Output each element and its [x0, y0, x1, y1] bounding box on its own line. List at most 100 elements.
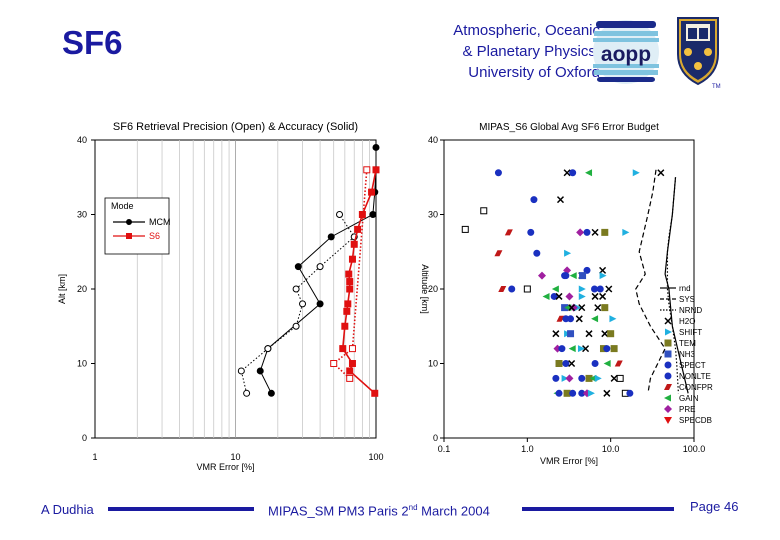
data-point [358, 211, 366, 218]
y-tick-label: 20 [77, 284, 87, 294]
y-tick-label: 0 [82, 433, 87, 443]
x-tick-label: 1 [92, 452, 97, 462]
x-axis-label: VMR Error [%] [540, 456, 598, 466]
data-point [256, 367, 264, 375]
budget-point-confpr [614, 360, 623, 367]
data-point [348, 360, 356, 367]
budget-point-h2o [555, 292, 563, 300]
legend-label: PRE [679, 405, 695, 414]
y-tick-label: 30 [428, 210, 438, 220]
budget-point-nonlte [591, 285, 599, 293]
y-tick-label: 40 [77, 135, 87, 145]
data-point [368, 188, 376, 196]
budget-point-pre [565, 374, 574, 383]
budget-point-pre [576, 228, 585, 237]
budget-point-shift [609, 315, 617, 323]
legend-label: SHIFT [679, 328, 702, 337]
budget-point-gain [585, 169, 593, 177]
budget-point-shift [577, 345, 585, 353]
legend-marker [664, 350, 672, 358]
budget-point-spect [530, 196, 538, 204]
budget-point-h2o [594, 304, 602, 312]
legend-label: NH3 [679, 350, 696, 359]
legend-marker [664, 405, 672, 413]
footer-author: A Dudhia [41, 502, 94, 517]
budget-point-shift [578, 292, 586, 300]
legend-marker [664, 384, 672, 390]
budget-point-h2o [603, 389, 611, 397]
budget-point-gain [568, 345, 576, 353]
budget-point-gain [551, 285, 559, 293]
institution-block: Atmospheric, Oceanic & Planetary Physics… [400, 20, 600, 83]
budget-point-pre [565, 292, 574, 301]
budget-point-shift [599, 272, 607, 280]
series-line-2 [341, 169, 377, 394]
footer-page-number: Page 46 [690, 499, 739, 514]
accuracy-precision-chart: 1 10 100 0 10 20 30 40 SF6 Retrieval Precision (… [57, 121, 384, 472]
budget-point-spect [550, 292, 558, 300]
budget-point-nrnd [616, 374, 624, 382]
budget-point-h2o [563, 169, 571, 177]
budget-point-gain [603, 360, 611, 367]
legend-label: CONFPR [679, 383, 713, 392]
data-point [292, 322, 300, 330]
budget-point-sys [599, 292, 607, 300]
budget-point-shift [622, 228, 630, 236]
budget-point-tem [601, 228, 609, 236]
plot-frame [443, 139, 695, 439]
budget-point-pre [569, 303, 578, 312]
budget-point-h2o [585, 330, 593, 338]
legend-marker [664, 372, 672, 380]
budget-point-h2o [582, 345, 590, 353]
budget-point-spect [596, 285, 604, 293]
budget-point-nonlte [567, 315, 575, 323]
budget-point-nonlte [569, 169, 577, 177]
budget-point-tem [601, 304, 609, 312]
data-point [294, 263, 302, 271]
budget-point-gain [569, 272, 577, 280]
data-point [341, 322, 349, 330]
y-tick-label: 20 [428, 284, 438, 294]
legend-marker [664, 394, 671, 402]
footer-event-prefix: MIPAS_SM PM3 Paris 2 [268, 503, 409, 519]
data-point [243, 389, 251, 397]
data-point [292, 285, 300, 293]
data-point [346, 374, 354, 382]
legend-marker [664, 361, 672, 369]
budget-point-nonlte [583, 266, 591, 274]
data-point [316, 263, 324, 271]
x-tick-label: 10.0 [602, 444, 620, 454]
data-point [348, 255, 356, 263]
budget-point-sys [657, 169, 665, 177]
data-point [336, 211, 344, 218]
data-point [346, 367, 354, 375]
oxford-trademark: TM [712, 84, 721, 90]
data-point [344, 300, 352, 308]
budget-point-nonlte [562, 272, 570, 280]
budget-point-shift [561, 374, 569, 382]
budget-point-nonlte [552, 374, 560, 382]
institution-line-3: University of Oxford [468, 64, 600, 81]
aopp-logo: aopp [593, 20, 659, 84]
x-tick-label: 100.0 [683, 444, 706, 454]
legend-marker [665, 328, 672, 336]
budget-point-confpr [504, 229, 513, 236]
budget-point-confpr [556, 315, 565, 322]
budget-point-nonlte [578, 374, 586, 382]
budget-point-nrnd [480, 207, 488, 215]
data-point [346, 285, 354, 293]
budget-point-sys [591, 228, 599, 236]
institution-line-1: Atmospheric, Oceanic [453, 22, 600, 39]
budget-point-shift [632, 169, 640, 177]
x-tick-label: 1.0 [521, 444, 534, 454]
y-tick-label: 0 [433, 433, 438, 443]
budget-point-h2o [610, 374, 618, 382]
budget-point-confpr [494, 250, 503, 257]
data-point [343, 307, 351, 315]
data-point [350, 240, 358, 248]
budget-point-shift [578, 285, 586, 293]
budget-point-spect [562, 360, 570, 367]
data-point [267, 389, 275, 397]
data-point [339, 345, 347, 353]
x-tick-label: 10 [230, 452, 240, 462]
